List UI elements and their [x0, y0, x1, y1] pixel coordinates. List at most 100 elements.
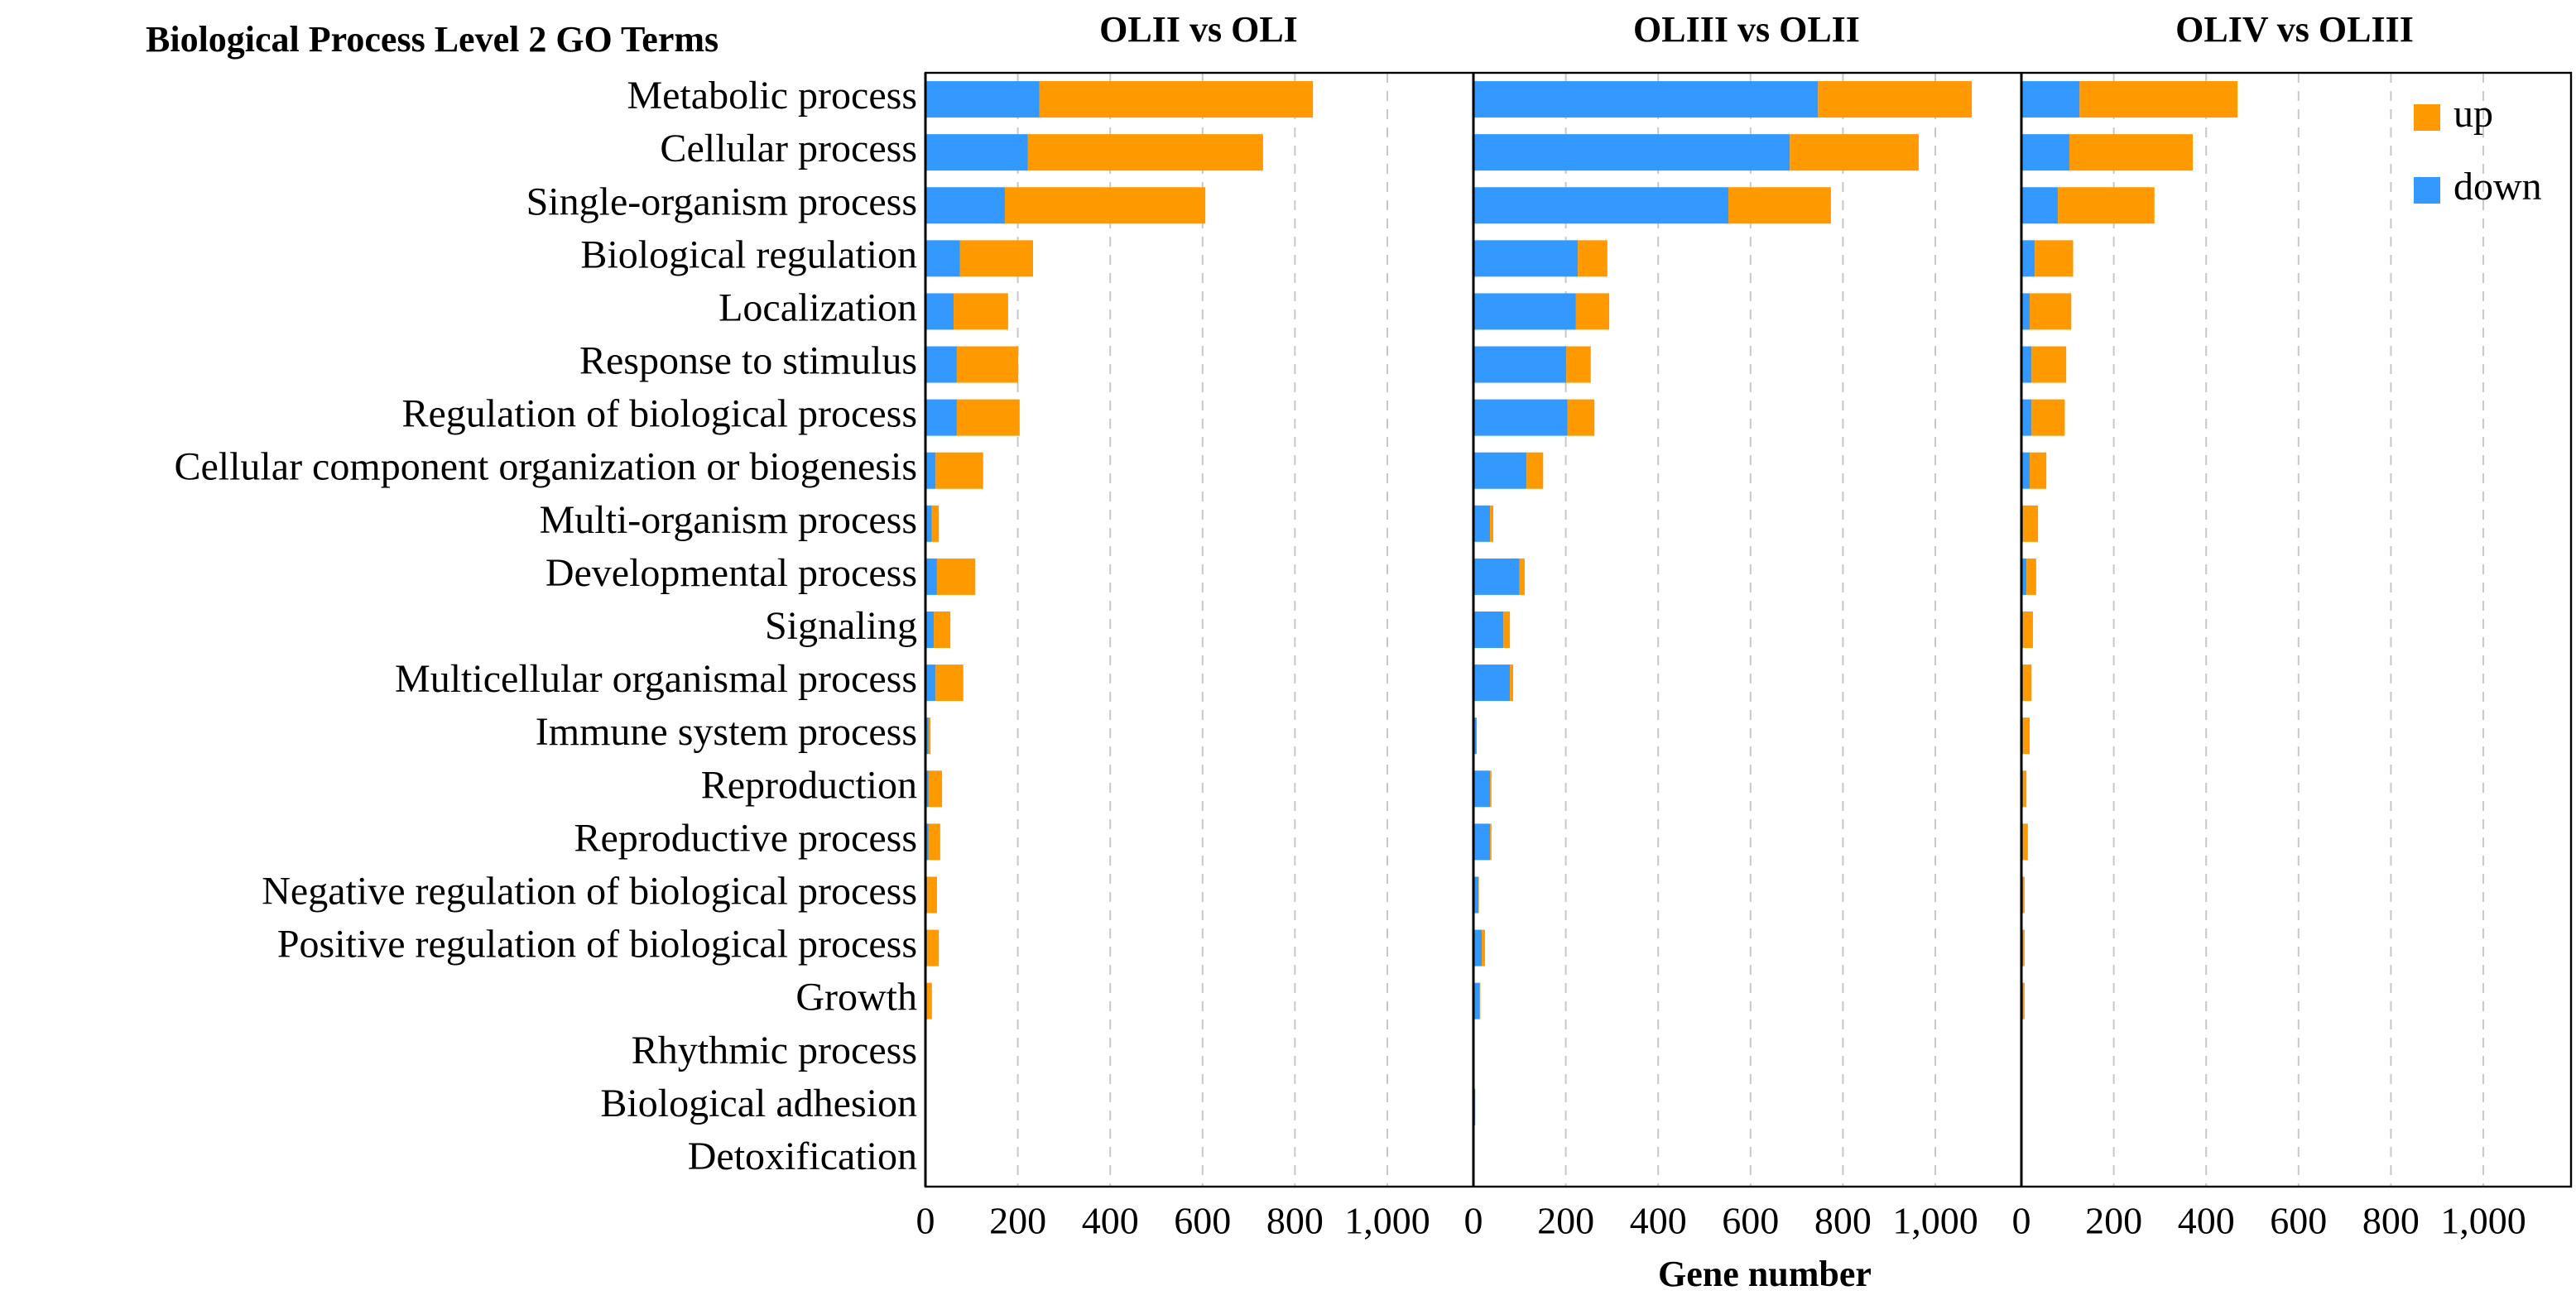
category-label: Growth [795, 976, 917, 1019]
x-tick-label: 400 [2178, 1200, 2235, 1242]
category-label: Biological regulation [580, 233, 917, 276]
bar-segment [1473, 558, 1520, 595]
x-tick-label: 200 [2085, 1200, 2142, 1242]
bar-segment [1575, 293, 1610, 330]
bar-segment [935, 664, 964, 702]
bar-segment [925, 81, 1040, 118]
bar-segment [2026, 558, 2036, 595]
bar-segment [1027, 134, 1263, 171]
bar-segment [2023, 664, 2032, 702]
bar-segment [2021, 399, 2032, 436]
bar-segment [2030, 293, 2072, 330]
bar-segment [1526, 452, 1544, 489]
category-label: Positive regulation of biological proces… [277, 923, 917, 967]
bar-segment [1578, 240, 1608, 277]
bar-segment [1473, 399, 1568, 436]
bar-segment [1004, 187, 1206, 224]
x-tick-label: 1,000 [2440, 1200, 2526, 1242]
bar-segment [1482, 929, 1485, 967]
category-label: Biological adhesion [600, 1082, 917, 1125]
bar-segment [2021, 346, 2032, 383]
bar-segment [1473, 505, 1491, 542]
bar-segment [2069, 134, 2194, 171]
bar-segment [925, 240, 960, 277]
bar-segment [1510, 664, 1513, 702]
bar-segment [1567, 399, 1595, 436]
category-label: Immune system process [536, 710, 917, 754]
x-tick-label: 200 [989, 1200, 1046, 1242]
panel-title: OLIII vs OLII [1633, 9, 1860, 50]
bar-segment [1473, 876, 1479, 914]
bar-segment [936, 558, 976, 595]
bar-segment [2021, 187, 2059, 224]
bar-segment [2021, 452, 2031, 489]
x-tick-label: 600 [2270, 1200, 2327, 1242]
bar-segment [935, 452, 983, 489]
bar-segment [2023, 823, 2028, 861]
bar-segment [934, 612, 951, 648]
bar-segment [925, 293, 954, 330]
bar-segment [1503, 612, 1511, 648]
x-tick-label: 200 [1537, 1200, 1594, 1242]
bar-segment [1473, 929, 1483, 967]
bar-segment [1478, 876, 1479, 914]
bar-segment [1473, 612, 1504, 648]
bar-segment [928, 823, 940, 861]
category-label: Metabolic process [627, 74, 917, 118]
legend-swatch [2414, 177, 2440, 204]
bar-segment [2021, 134, 2070, 171]
x-tick-label: 1,000 [1344, 1200, 1430, 1242]
chart-title: Biological Process Level 2 GO Terms [146, 19, 718, 60]
x-tick-label: 400 [1630, 1200, 1687, 1242]
bar-segment [925, 558, 937, 595]
bar-segment [1818, 81, 1973, 118]
bar-segment [2023, 770, 2027, 808]
panel-title: OLIV vs OLIII [2175, 9, 2414, 50]
bar-segment [1473, 717, 1477, 755]
bar-segment [925, 346, 957, 383]
bar-segment [2031, 346, 2067, 383]
bar-segment [2021, 240, 2035, 277]
bar-segment [1490, 505, 1493, 542]
bar-segment [1473, 293, 1576, 330]
category-label: Reproductive process [574, 816, 917, 860]
x-tick-label: 600 [1174, 1200, 1231, 1242]
x-tick-label: 800 [1266, 1200, 1324, 1242]
legend-swatch [2414, 104, 2440, 131]
x-tick-label: 0 [1464, 1200, 1483, 1242]
bar-segment [1479, 982, 1481, 1019]
bar-segment [2023, 982, 2025, 1019]
bar-segment [925, 187, 1005, 224]
plot-frame [924, 71, 2573, 1188]
category-label: Multicellular organismal process [395, 657, 917, 701]
category-label: Single-organism process [526, 180, 917, 223]
bar-segment [928, 770, 943, 808]
bar-segment [925, 134, 1028, 171]
bar-segment [1473, 346, 1567, 383]
bar-segment [1473, 770, 1491, 808]
x-tick-label: 1,000 [1892, 1200, 1978, 1242]
bar-segment [2023, 717, 2031, 755]
bar-segment [1473, 982, 1480, 1019]
bar-segment [1473, 823, 1491, 861]
bar-segment [956, 346, 1019, 383]
bar-segment [925, 399, 957, 436]
bar-segment [1473, 81, 1819, 118]
x-tick-label: 800 [2362, 1200, 2420, 1242]
x-tick-label: 0 [2012, 1200, 2031, 1242]
panel-title: OLII vs OLI [1099, 9, 1298, 50]
bar-segment [925, 770, 929, 808]
bar-segment [2021, 81, 2080, 118]
bar-segment [1790, 134, 1919, 171]
category-label: Cellular process [660, 127, 917, 170]
bar-segment [2023, 505, 2039, 542]
bar-segment [1473, 187, 1729, 224]
bar-segment [1490, 823, 1492, 861]
bar-segment [1473, 452, 1527, 489]
category-label: Developmental process [545, 551, 917, 595]
bar-segment [1728, 187, 1831, 224]
x-axis-label: Gene number [1658, 1254, 1872, 1294]
bar-segment [1566, 346, 1591, 383]
